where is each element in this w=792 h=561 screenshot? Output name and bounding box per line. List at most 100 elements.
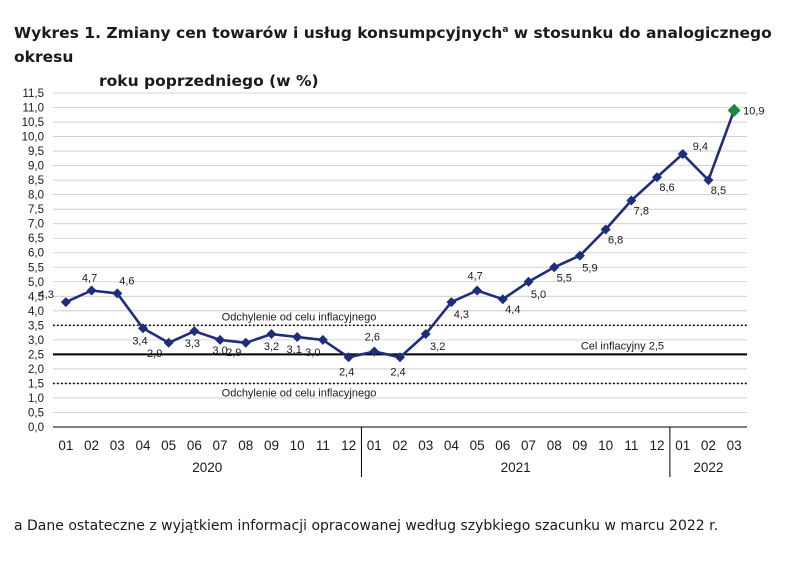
x-tick-label: 03 <box>110 438 125 453</box>
x-tick-label: 01 <box>675 438 690 453</box>
data-label: 4,4 <box>505 304 520 316</box>
x-tick-label: 05 <box>161 438 176 453</box>
data-point <box>240 337 251 348</box>
y-tick-label: 9,0 <box>28 161 44 173</box>
data-point <box>266 329 277 340</box>
data-label: 3,4 <box>132 335 147 347</box>
x-tick-label: 12 <box>650 438 665 453</box>
footnote: a Dane ostateczne z wyjątkiem informacji… <box>14 518 719 534</box>
data-point <box>549 262 560 273</box>
data-label: 4,7 <box>82 272 97 284</box>
data-label: 5,5 <box>557 272 572 284</box>
data-point <box>112 288 123 299</box>
data-point <box>652 172 663 183</box>
series-line <box>65 109 736 359</box>
y-tick-label: 7,0 <box>28 219 44 231</box>
y-tick-label: 10,5 <box>22 117 44 129</box>
line-chart: Odchylenie od celu inflacyjnego Cel infla… <box>22 88 765 477</box>
data-point <box>292 331 303 342</box>
y-tick-label: 11,0 <box>22 103 44 115</box>
x-tick-label: 11 <box>624 438 638 453</box>
year-label: 2022 <box>693 460 723 475</box>
series-cpi <box>60 103 741 363</box>
reference-line-label: Odchylenie od celu inflacyjnego <box>222 311 377 323</box>
x-tick-label: 03 <box>727 438 742 453</box>
data-point <box>446 297 457 308</box>
y-tick-label: 8,0 <box>28 190 44 202</box>
data-label: 3,0 <box>305 347 320 359</box>
x-tick-label: 01 <box>367 438 382 453</box>
x-tick-label: 06 <box>187 438 202 453</box>
data-label: 4,7 <box>467 270 482 282</box>
data-labels: 4,34,7 4,63,42,93,33,02,9 3,2 3,1 3,02,42,62… <box>39 105 765 378</box>
data-label: 10,9 <box>743 105 764 117</box>
y-tick-label: 4,5 <box>28 291 44 303</box>
data-label: 2,4 <box>339 366 354 378</box>
data-point <box>574 250 585 261</box>
axes: 0,0 0,5 1,0 1,5 2,0 2,5 3,0 3,5 4,0 4,5 5,0 5,5 6,0 6… <box>22 88 747 477</box>
data-point <box>60 297 71 308</box>
y-tick-label: 6,5 <box>28 233 44 245</box>
title-line-2: roku poprzedniego (w %) <box>99 72 319 90</box>
y-tick-label: 2,0 <box>28 364 44 376</box>
x-tick-label: 02 <box>84 438 99 453</box>
y-tick-label: 0,0 <box>28 422 44 434</box>
x-tick-label: 02 <box>392 438 407 453</box>
year-label: 2020 <box>192 460 222 475</box>
data-point <box>727 103 741 117</box>
x-tick-label: 02 <box>701 438 716 453</box>
data-label: 8,5 <box>711 185 726 197</box>
data-point <box>677 148 688 159</box>
x-tick-label: 10 <box>598 438 613 453</box>
data-point <box>189 326 200 337</box>
x-tick-label: 08 <box>238 438 253 453</box>
data-label: 3,3 <box>185 338 200 350</box>
data-label: 8,6 <box>659 182 674 194</box>
y-tick-label: 1,0 <box>28 393 44 405</box>
data-label: 4,6 <box>119 275 134 287</box>
data-label: 5,9 <box>582 263 597 275</box>
data-label: 3,2 <box>264 341 279 353</box>
y-tick-label: 10,0 <box>22 132 44 144</box>
y-tick-label: 6,0 <box>28 248 44 260</box>
x-tick-label: 11 <box>316 438 330 453</box>
x-tick-label: 04 <box>135 438 151 453</box>
x-tick-label: 12 <box>341 438 356 453</box>
y-tick-label: 4,0 <box>28 306 44 318</box>
data-label: 9,4 <box>693 141 708 153</box>
y-tick-label: 11,5 <box>22 88 44 100</box>
y-tick-label: 1,5 <box>28 378 44 390</box>
y-tick-label: 3,0 <box>28 335 44 347</box>
reference-line-label: Cel inflacyjny 2,5 <box>581 340 664 352</box>
title-prefix: Wykres 1. Zmiany cen towarów i usług kon… <box>14 24 503 42</box>
x-tick-label: 09 <box>264 438 279 453</box>
x-tick-label: 10 <box>290 438 305 453</box>
data-point <box>420 329 431 340</box>
y-tick-label: 9,5 <box>28 146 44 158</box>
y-tick-label: 3,5 <box>28 320 44 332</box>
data-point <box>497 294 508 305</box>
data-label: 3,0 <box>212 345 227 357</box>
data-label: 2,9 <box>226 347 241 359</box>
x-tick-label: 05 <box>470 438 485 453</box>
data-point <box>343 352 354 363</box>
data-label: 4,3 <box>39 289 54 301</box>
data-label: 7,8 <box>634 205 649 217</box>
x-tick-label: 01 <box>58 438 73 453</box>
x-tick-label: 03 <box>418 438 433 453</box>
data-point <box>215 334 226 345</box>
y-tick-label: 8,5 <box>28 175 44 187</box>
data-label: 3,2 <box>430 341 445 353</box>
data-point <box>703 175 714 186</box>
data-point <box>317 334 328 345</box>
x-tick-label: 04 <box>444 438 460 453</box>
data-point <box>137 323 148 334</box>
year-label: 2021 <box>501 460 531 475</box>
data-point <box>600 224 611 235</box>
x-tick-label: 07 <box>521 438 536 453</box>
y-tick-label: 5,5 <box>28 262 44 274</box>
data-label: 6,8 <box>608 235 623 247</box>
reference-line-label: Odchylenie od celu inflacyjnego <box>222 387 377 399</box>
data-label: 4,3 <box>454 309 469 321</box>
x-tick-label: 08 <box>547 438 562 453</box>
